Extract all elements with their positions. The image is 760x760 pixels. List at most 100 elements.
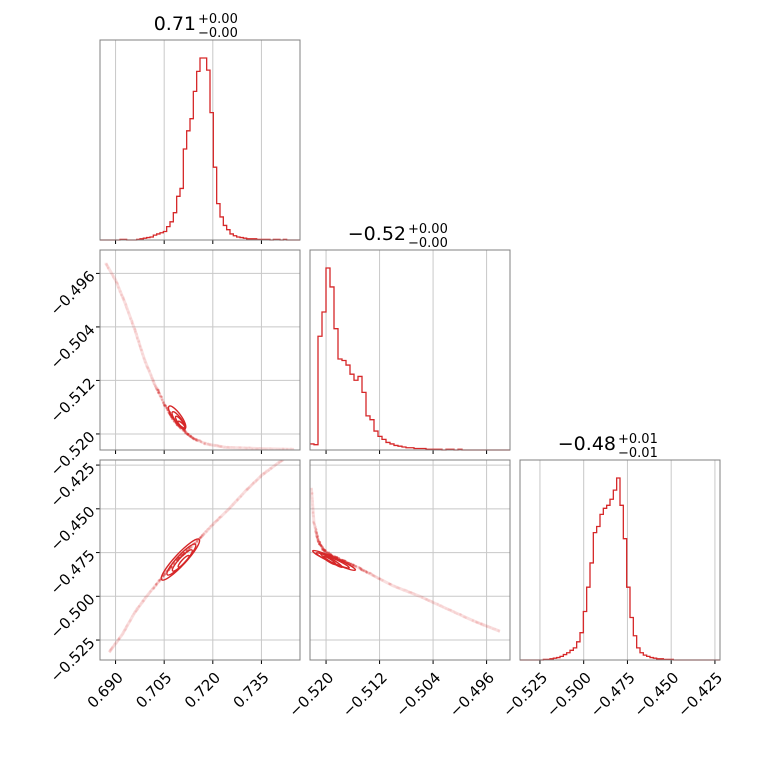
- panel-title-minus: −0.00: [198, 26, 238, 41]
- scatter-point: [127, 310, 130, 314]
- scatter-point: [361, 569, 364, 572]
- scatter-point: [122, 295, 125, 299]
- scatter-point: [144, 361, 148, 364]
- scatter-point: [228, 446, 231, 449]
- scatter-point: [208, 444, 211, 447]
- scatter-point: [374, 575, 377, 578]
- scatter-point: [224, 511, 227, 514]
- scatter-point: [366, 570, 369, 574]
- scatter-point: [359, 568, 363, 571]
- scatter-point: [211, 523, 214, 526]
- scatter-point: [360, 567, 363, 570]
- scatter-point: [497, 629, 500, 632]
- scatter-point: [136, 608, 139, 611]
- scatter-point: [259, 474, 263, 477]
- scatter-point: [203, 441, 206, 445]
- scatter-point: [408, 590, 411, 593]
- scatter-point: [134, 329, 137, 333]
- scatter-point: [163, 573, 167, 576]
- scatter-point: [310, 492, 314, 496]
- scatter-point: [368, 572, 371, 575]
- scatter-point: [245, 487, 249, 491]
- scatter-point: [200, 440, 203, 444]
- scatter-point: [146, 367, 149, 370]
- scatter-point: [217, 444, 220, 447]
- scatter-point: [255, 479, 258, 482]
- scatter-point: [122, 630, 126, 633]
- scatter-point: [255, 447, 258, 450]
- scatter-point: [187, 432, 190, 436]
- scatter-point: [239, 445, 242, 449]
- scatter-point: [315, 532, 318, 536]
- scatter-point: [393, 584, 396, 588]
- scatter-point: [479, 623, 483, 626]
- scatter-point: [281, 447, 284, 450]
- y-tick-label: −0.450: [47, 503, 99, 555]
- scatter-point: [464, 616, 468, 619]
- scatter-point: [144, 358, 147, 361]
- scatter-point: [311, 512, 314, 515]
- scatter-point: [128, 317, 132, 321]
- scatter-point: [116, 640, 120, 643]
- scatter-point: [250, 447, 254, 450]
- scatter-point: [405, 589, 408, 592]
- x-tick-label: 0.705: [132, 669, 175, 712]
- scatter-point: [137, 605, 141, 608]
- scatter-point: [484, 624, 488, 628]
- scatter-point: [322, 548, 325, 551]
- scatter-point: [310, 492, 314, 495]
- scatter-point: [320, 544, 323, 548]
- scatter-point: [255, 478, 259, 482]
- scatter-point: [311, 491, 314, 495]
- scatter-point: [315, 531, 319, 534]
- scatter-point: [376, 577, 380, 581]
- scatter-point: [140, 348, 144, 352]
- scatter-point: [158, 580, 161, 583]
- hist-panel-0: 0.71 +0.00−0.00: [100, 12, 300, 244]
- scatter-point: [152, 380, 155, 383]
- y-tick-label: −0.500: [47, 590, 99, 642]
- x-tick-label: −0.496: [446, 669, 498, 721]
- scatter-point: [287, 455, 289, 457]
- scatter-point: [120, 634, 124, 637]
- scatter-point: [108, 649, 112, 652]
- scatter-point: [318, 543, 322, 546]
- scatter-point: [252, 481, 255, 484]
- scatter-point: [480, 622, 483, 625]
- scatter-point: [477, 621, 480, 624]
- scatter-point: [192, 437, 195, 440]
- hist-frame-1: [309, 249, 511, 451]
- scatter-point: [131, 321, 134, 325]
- scatter-point: [148, 369, 151, 373]
- scatter-point: [372, 574, 376, 577]
- scatter-point: [231, 502, 234, 506]
- scatter-point: [149, 589, 152, 593]
- scatter-point: [390, 582, 393, 586]
- scatter-point: [126, 623, 129, 626]
- scatter-point: [133, 330, 137, 333]
- scatter-point: [247, 446, 251, 449]
- scatter-point: [256, 447, 260, 450]
- scatter-point: [195, 539, 199, 542]
- scatter-point: [310, 488, 313, 491]
- scatter-point: [279, 460, 283, 463]
- scatter-point: [201, 534, 204, 537]
- scatter-point: [476, 621, 479, 625]
- scatter-point: [108, 648, 112, 651]
- scatter-point: [351, 563, 355, 567]
- scatter-point: [124, 306, 128, 309]
- panel-title-plus: +0.01: [618, 432, 658, 447]
- scatter-point: [109, 648, 113, 651]
- pair-frame-0: [99, 249, 301, 451]
- scatter-point: [146, 366, 150, 369]
- scatter-point: [311, 514, 315, 518]
- scatter-point: [236, 499, 239, 502]
- scatter-point: [116, 281, 119, 285]
- scatter-point: [204, 441, 207, 444]
- scatter-point: [261, 472, 264, 475]
- scatter-point: [363, 569, 366, 572]
- scatter-point: [105, 262, 108, 265]
- scatter-point: [497, 630, 501, 633]
- scatter-point: [475, 620, 478, 623]
- scatter-point: [316, 539, 320, 543]
